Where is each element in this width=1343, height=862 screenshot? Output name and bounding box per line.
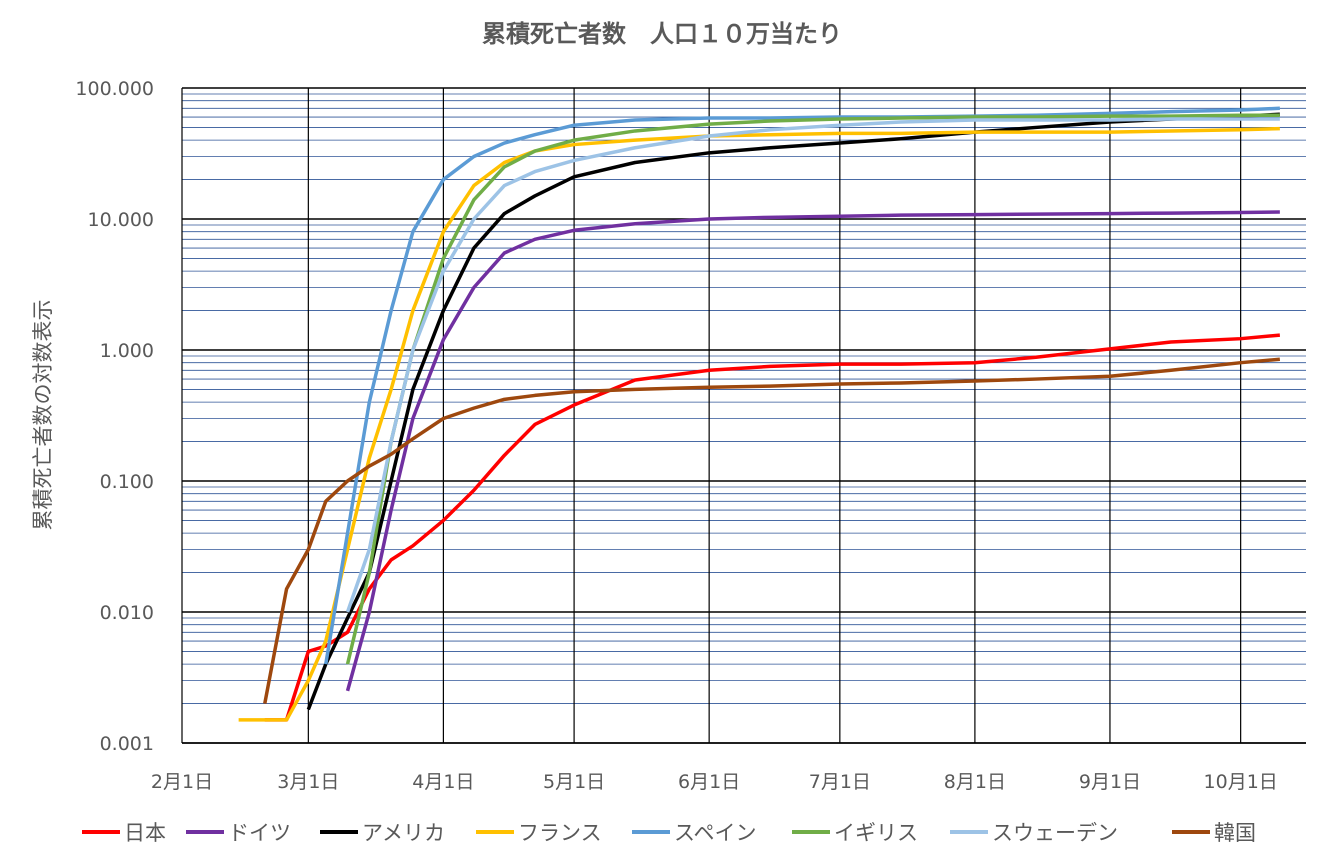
legend-label: 日本 bbox=[124, 821, 166, 845]
legend-label: アメリカ bbox=[362, 821, 445, 845]
x-tick-label: 8月1日 bbox=[944, 771, 1006, 793]
legend-label: スウェーデン bbox=[992, 821, 1118, 845]
y-tick-label: 100.000 bbox=[75, 78, 154, 100]
y-tick-label: 0.100 bbox=[100, 471, 154, 493]
series-line bbox=[345, 210, 1280, 692]
chart-title: 累積死亡者数 人口１０万当たり bbox=[482, 20, 842, 48]
series-line bbox=[345, 117, 1280, 613]
legend-label: ドイツ bbox=[228, 821, 291, 845]
x-tick-label: 4月1日 bbox=[412, 771, 474, 793]
y-tick-label: 0.010 bbox=[100, 602, 154, 624]
y-tick-label: 10.000 bbox=[88, 209, 154, 231]
legend-label: イギリス bbox=[834, 821, 918, 845]
x-tick-label: 3月1日 bbox=[277, 771, 339, 793]
legend-label: フランス bbox=[518, 821, 602, 845]
legend-label: 韓国 bbox=[1214, 821, 1256, 845]
x-tick-label: 9月1日 bbox=[1079, 771, 1141, 793]
y-tick-label: 1.000 bbox=[100, 340, 154, 362]
y-axis-label: 累積死亡者数の対数表示 bbox=[31, 300, 55, 531]
x-tick-label: 2月1日 bbox=[151, 771, 213, 793]
x-tick-label: 5月1日 bbox=[543, 771, 605, 793]
legend-label: スペイン bbox=[674, 821, 757, 845]
series-line bbox=[306, 112, 1280, 711]
series-line bbox=[324, 106, 1280, 665]
x-tick-label: 10月1日 bbox=[1204, 771, 1278, 793]
x-tick-label: 6月1日 bbox=[678, 771, 740, 793]
x-tick-label: 7月1日 bbox=[809, 771, 871, 793]
y-tick-label: 0.001 bbox=[100, 733, 154, 755]
series-line bbox=[263, 357, 1281, 704]
series-line bbox=[264, 333, 1281, 722]
